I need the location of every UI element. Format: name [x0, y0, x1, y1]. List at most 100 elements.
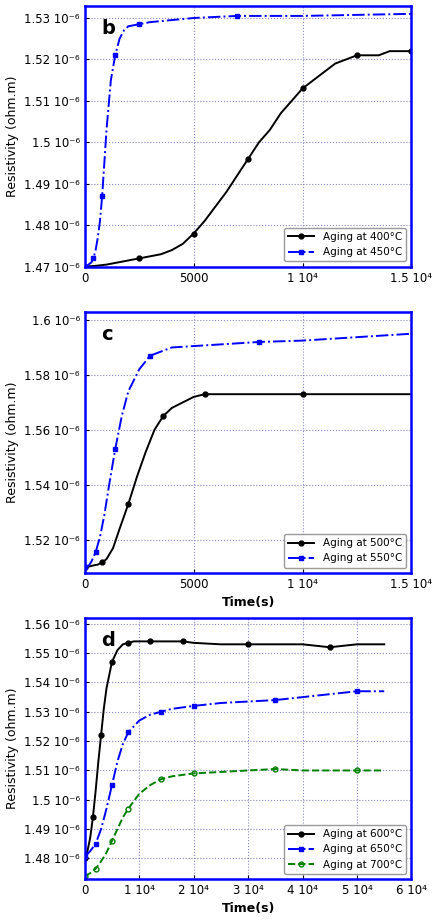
Aging at 700°C — [82, 870, 87, 881]
Aging at 400°C — [256, 137, 261, 148]
Aging at 450°C — [121, 25, 127, 36]
Aging at 400°C — [343, 54, 349, 65]
Aging at 400°C — [137, 253, 142, 264]
Aging at 600°C — [104, 682, 109, 694]
Aging at 700°C — [245, 765, 251, 776]
Aging at 400°C — [278, 108, 283, 119]
Aging at 400°C — [321, 66, 327, 77]
Aging at 650°C — [245, 696, 251, 707]
Aging at 600°C — [273, 639, 278, 650]
Aging at 700°C — [85, 869, 90, 880]
Y-axis label: Resistivity (ohm.m): Resistivity (ohm.m) — [6, 688, 18, 810]
Aging at 700°C — [99, 856, 104, 867]
Aging at 600°C — [115, 645, 120, 656]
Aging at 400°C — [158, 249, 163, 260]
Aging at 600°C — [82, 853, 87, 864]
Aging at 550°C — [137, 364, 142, 375]
Line: Aging at 550°C: Aging at 550°C — [82, 332, 414, 570]
Text: b: b — [101, 18, 115, 38]
X-axis label: Time(s): Time(s) — [221, 596, 275, 610]
Aging at 450°C — [148, 17, 153, 28]
Aging at 550°C — [84, 561, 89, 572]
Aging at 600°C — [131, 635, 136, 647]
Aging at 550°C — [93, 547, 98, 558]
Aging at 600°C — [354, 639, 360, 650]
Aging at 450°C — [409, 8, 414, 19]
Aging at 650°C — [115, 756, 120, 767]
Aging at 500°C — [409, 389, 414, 400]
Line: Aging at 700°C: Aging at 700°C — [82, 766, 387, 879]
Aging at 550°C — [300, 335, 305, 346]
Aging at 600°C — [126, 637, 131, 648]
Aging at 550°C — [256, 336, 261, 347]
Aging at 450°C — [137, 18, 142, 29]
Aging at 500°C — [134, 472, 140, 483]
Aging at 550°C — [86, 560, 92, 571]
Aging at 400°C — [376, 50, 381, 61]
Aging at 600°C — [93, 786, 98, 797]
Aging at 700°C — [93, 863, 98, 874]
Aging at 400°C — [148, 251, 153, 262]
Aging at 550°C — [148, 350, 153, 361]
Aging at 450°C — [300, 10, 305, 21]
Aging at 550°C — [343, 332, 349, 344]
Aging at 650°C — [191, 700, 196, 711]
Aging at 650°C — [169, 704, 174, 715]
Aging at 650°C — [218, 697, 223, 708]
Aging at 550°C — [409, 328, 414, 339]
Aging at 500°C — [143, 447, 148, 458]
Aging at 450°C — [108, 75, 113, 86]
Aging at 600°C — [245, 639, 251, 650]
Aging at 400°C — [224, 187, 229, 198]
Legend: Aging at 400°C, Aging at 450°C: Aging at 400°C, Aging at 450°C — [284, 227, 406, 262]
Aging at 650°C — [273, 694, 278, 705]
Aging at 650°C — [126, 727, 131, 738]
Aging at 450°C — [86, 259, 92, 270]
Aging at 400°C — [245, 154, 251, 165]
Aging at 600°C — [327, 642, 332, 653]
Aging at 400°C — [191, 228, 196, 239]
Aging at 400°C — [289, 96, 294, 107]
Legend: Aging at 500°C, Aging at 550°C: Aging at 500°C, Aging at 550°C — [284, 534, 406, 567]
Aging at 450°C — [126, 21, 131, 32]
Aging at 450°C — [191, 13, 196, 24]
Aging at 500°C — [343, 389, 349, 400]
Aging at 600°C — [218, 639, 223, 650]
Aging at 400°C — [409, 46, 414, 57]
Aging at 500°C — [235, 389, 240, 400]
Aging at 600°C — [169, 635, 174, 647]
Aging at 650°C — [148, 709, 153, 720]
Aging at 650°C — [120, 739, 125, 750]
Aging at 450°C — [97, 216, 102, 227]
Aging at 400°C — [93, 261, 98, 272]
Aging at 700°C — [300, 765, 305, 776]
Aging at 550°C — [97, 531, 102, 542]
Aging at 450°C — [93, 245, 98, 256]
Aging at 400°C — [365, 50, 371, 61]
Line: Aging at 400°C: Aging at 400°C — [82, 49, 414, 269]
Aging at 400°C — [180, 239, 185, 250]
Line: Aging at 500°C: Aging at 500°C — [82, 391, 414, 570]
Aging at 450°C — [99, 191, 105, 202]
Aging at 550°C — [88, 556, 94, 567]
Aging at 700°C — [115, 823, 120, 834]
Aging at 550°C — [82, 562, 87, 573]
X-axis label: Time(s): Time(s) — [221, 903, 275, 915]
Aging at 600°C — [158, 635, 163, 647]
Aging at 600°C — [300, 639, 305, 650]
Aging at 700°C — [104, 847, 109, 858]
Aging at 650°C — [354, 686, 360, 697]
Y-axis label: Resistivity (ohm.m): Resistivity (ohm.m) — [6, 76, 18, 197]
Aging at 600°C — [180, 635, 185, 647]
Aging at 500°C — [160, 411, 166, 422]
Aging at 600°C — [120, 639, 125, 650]
Aging at 500°C — [126, 498, 131, 509]
Aging at 650°C — [88, 845, 93, 857]
Aging at 500°C — [256, 389, 261, 400]
Aging at 500°C — [86, 561, 92, 572]
Aging at 400°C — [311, 75, 316, 86]
Aging at 450°C — [95, 232, 100, 243]
Aging at 650°C — [93, 838, 98, 849]
Aging at 600°C — [137, 635, 142, 647]
Aging at 500°C — [95, 559, 100, 570]
